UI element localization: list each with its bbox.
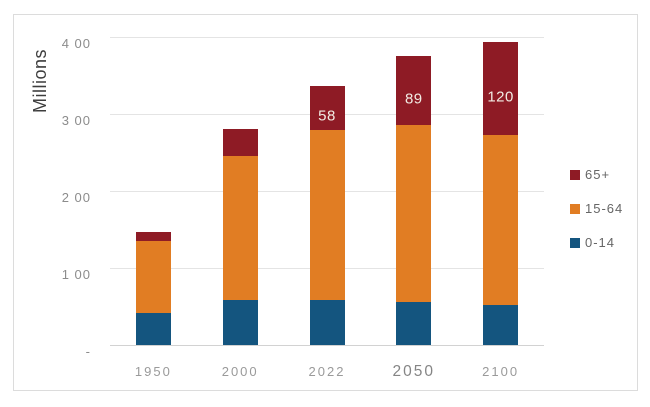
bar-segment-15-64-2000 [222,155,258,300]
legend-label: 0-14 [585,235,616,250]
y-tick-label: 4 00 [61,36,91,51]
legend-marker-icon [570,203,580,214]
bar-segment-15-64-1950 [135,241,171,314]
bar-segment-0-14-2100 [483,304,519,345]
y-axis-title: Millions [30,49,50,114]
bar-segment-15-64-2022 [309,130,345,301]
legend-item-65plus: 65+ [570,167,623,182]
bar-segment-15-64-2050 [396,124,432,302]
x-tick-label-2000: 2000 [221,364,259,379]
bar-segment-65plus-2050 [396,56,432,125]
gridline [110,37,544,38]
data-label: 89 [404,90,423,107]
plot-area: 58 89 120 [110,37,544,346]
y-tick-label: 3 00 [61,113,91,128]
y-tick-label: - [85,344,91,359]
legend: 65+ 15-64 0-14 [570,167,623,269]
bar-segment-65plus-1950 [135,231,171,242]
bar-segment-65plus-2100 [483,42,519,135]
y-tick-label: 2 00 [61,190,91,205]
data-label: 120 [487,88,514,106]
chart-frame: Millions 58 89 120 4 00 3 00 2 00 1 00 - 1950 2… [13,14,638,391]
x-tick-label-1950: 1950 [134,364,172,379]
x-tick-label-2050: 2050 [392,363,436,380]
y-tick-label: 1 00 [61,267,91,282]
x-tick-label-2022: 2022 [308,364,346,379]
legend-label: 65+ [585,167,611,182]
bar-segment-0-14-1950 [135,313,171,345]
bar-segment-15-64-2100 [483,134,519,305]
legend-label: 15-64 [585,201,624,216]
legend-marker-icon [570,169,580,180]
data-label: 58 [318,107,336,125]
bar-segment-0-14-2050 [396,301,432,345]
x-axis-baseline [110,345,544,346]
bar-segment-0-14-2022 [309,300,345,345]
legend-item-15-64: 15-64 [570,201,623,216]
bar-segment-65plus-2000 [222,128,258,156]
bar-segment-0-14-2000 [222,299,258,345]
legend-item-0-14: 0-14 [570,235,623,250]
x-tick-label-2100: 2100 [482,364,520,379]
legend-marker-icon [570,237,580,248]
bar-segment-65plus-2022 [309,85,345,131]
